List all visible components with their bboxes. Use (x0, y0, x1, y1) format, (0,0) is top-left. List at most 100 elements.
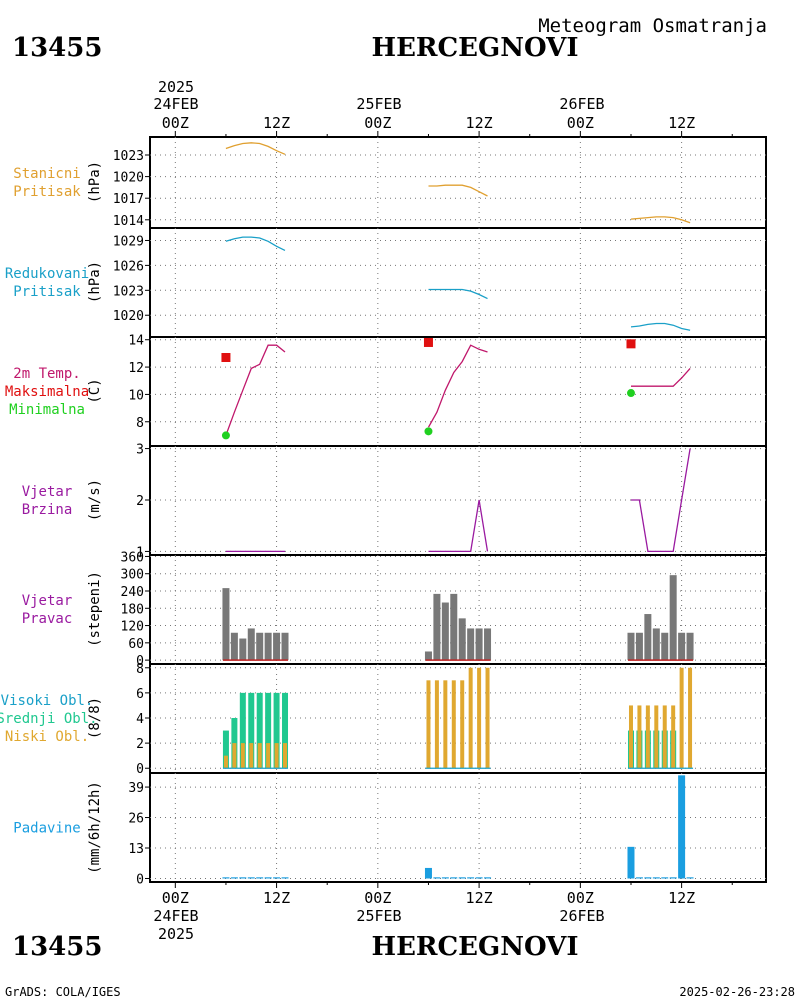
footer-timestamp: 2025-02-26-23:28 (679, 985, 795, 999)
y-tick-label: 1020 (113, 309, 144, 324)
mid-cloud-bar (248, 692, 255, 769)
station-name-top: HERCEGNOVI (372, 33, 579, 63)
wind-dir-bar (475, 628, 483, 661)
wind-dir-bar (433, 593, 441, 661)
top-hour-label: 00Z (364, 114, 391, 132)
panel-wind-dir: 0 60 120 180 240 300 360 (stepeni) Vjetar Pravac (22, 550, 766, 669)
panel-unit-label: (m/s) (87, 479, 103, 521)
panel-label: Padavine (13, 821, 80, 837)
panel-precip: 0 13 26 39 (mm/6h/12h) Padavine (13, 772, 766, 887)
low-cloud-bar (283, 743, 288, 769)
top-date-label: 25FEB (356, 95, 401, 113)
panel-label: Niski Obl. (5, 729, 89, 745)
series-line (428, 184, 488, 197)
wind-dir-bar (256, 632, 264, 661)
panel-unit-label: (stepeni) (87, 571, 103, 647)
series-line (427, 344, 488, 428)
low-cloud-bar (223, 755, 228, 769)
panel-label: Visoki Obl. (1, 693, 94, 709)
mid-cloud-bar (282, 692, 289, 769)
panel-label: Vjetar (22, 484, 73, 500)
y-tick-label: 13 (128, 842, 144, 857)
precip-bar (424, 867, 432, 879)
mid-cloud-bar (256, 692, 263, 769)
y-tick-label: 3 (136, 443, 144, 458)
y-tick-label: 26 (128, 812, 144, 827)
tmax-marker (423, 337, 433, 347)
top-date-label: 24FEB (153, 95, 198, 113)
panel-unit-label: (hPa) (87, 161, 103, 203)
precip-bar (281, 877, 289, 879)
panel-data (225, 142, 691, 224)
low-cloud-bar (434, 680, 439, 769)
top-date-label: 26FEB (559, 95, 604, 113)
y-tick-label: 6 (136, 687, 144, 702)
precip-bar (678, 775, 686, 879)
wind-dir-bar (230, 632, 238, 661)
precip-bar (475, 877, 483, 879)
precip-bar (264, 877, 272, 879)
panel-data (222, 775, 694, 879)
low-cloud-bar (662, 705, 667, 769)
y-tick-label: 14 (128, 334, 144, 349)
y-tick-label: 1023 (113, 149, 144, 164)
precip-bar (458, 877, 466, 879)
low-cloud-bar (266, 743, 271, 769)
series-line (428, 288, 488, 300)
wind-dir-bar (669, 575, 677, 661)
y-tick-label: 1020 (113, 171, 144, 186)
panel-station-pressure: 1014 1017 1020 1023 (hPa) Stanicni Pritisak (13, 137, 766, 229)
wind-dir-bar (281, 632, 289, 661)
bottom-hour-label: 00Z (364, 889, 391, 907)
low-cloud-bar (468, 667, 473, 769)
panel-data (225, 448, 691, 553)
bottom-hour-label: 00Z (567, 889, 594, 907)
wind-dir-bar (264, 632, 272, 661)
y-tick-label: 300 (121, 568, 144, 583)
top-hour-label: 00Z (162, 114, 189, 132)
low-cloud-bar (477, 667, 482, 769)
station-name-bottom: HERCEGNOVI (372, 932, 579, 962)
bottom-date-label: 26FEB (559, 907, 604, 925)
low-cloud-bar (249, 743, 254, 769)
top-year-label: 2025 (158, 78, 194, 96)
wind-dir-bar (661, 632, 669, 661)
panel-label: 2m Temp. (13, 366, 80, 382)
precip-bar (635, 877, 643, 879)
top-hour-label: 12Z (466, 114, 493, 132)
mid-cloud-bar (222, 730, 229, 769)
y-tick-label: 0 (136, 872, 144, 887)
y-tick-label: 180 (121, 602, 144, 617)
low-cloud-bar (257, 743, 262, 769)
low-cloud-bar (451, 680, 456, 769)
panel-wind-speed: 1 2 3 (m/s) Vjetar Brzina (22, 443, 766, 560)
y-tick-label: 2 (136, 494, 144, 509)
bottom-hour-label: 00Z (162, 889, 189, 907)
panel-label: Brzina (22, 502, 73, 518)
wind-dir-bar (441, 602, 449, 661)
mid-cloud-bar (273, 692, 280, 769)
precip-bar (669, 877, 677, 879)
panel-data (225, 344, 691, 436)
wind-dir-bar (635, 632, 643, 661)
y-tick-label: 60 (128, 637, 144, 652)
y-tick-label: 240 (121, 585, 144, 600)
tmax-marker (626, 339, 636, 349)
low-cloud-bar (426, 680, 431, 769)
y-tick-label: 4 (136, 712, 144, 727)
plot-frame (149, 136, 767, 883)
low-cloud-bar (637, 705, 642, 769)
precip-bar (484, 877, 492, 879)
series-line (631, 448, 691, 553)
panel-clouds: 0 2 4 6 8 (8/8)Visoki Obl. Srednji Obl. Niski O… (0, 662, 766, 777)
low-cloud-bar (645, 705, 650, 769)
wind-dir-bar (678, 632, 686, 661)
low-cloud-bar (485, 667, 490, 769)
panel-label: Srednji Obl. (0, 711, 98, 727)
top-hour-labels: 00Z 12Z 00Z 12Z 00Z 12Z (162, 114, 695, 132)
tmax-marker (221, 353, 231, 363)
low-cloud-bar (232, 743, 237, 769)
y-tick-label: 0 (136, 654, 144, 669)
wind-dir-bar (458, 618, 466, 661)
